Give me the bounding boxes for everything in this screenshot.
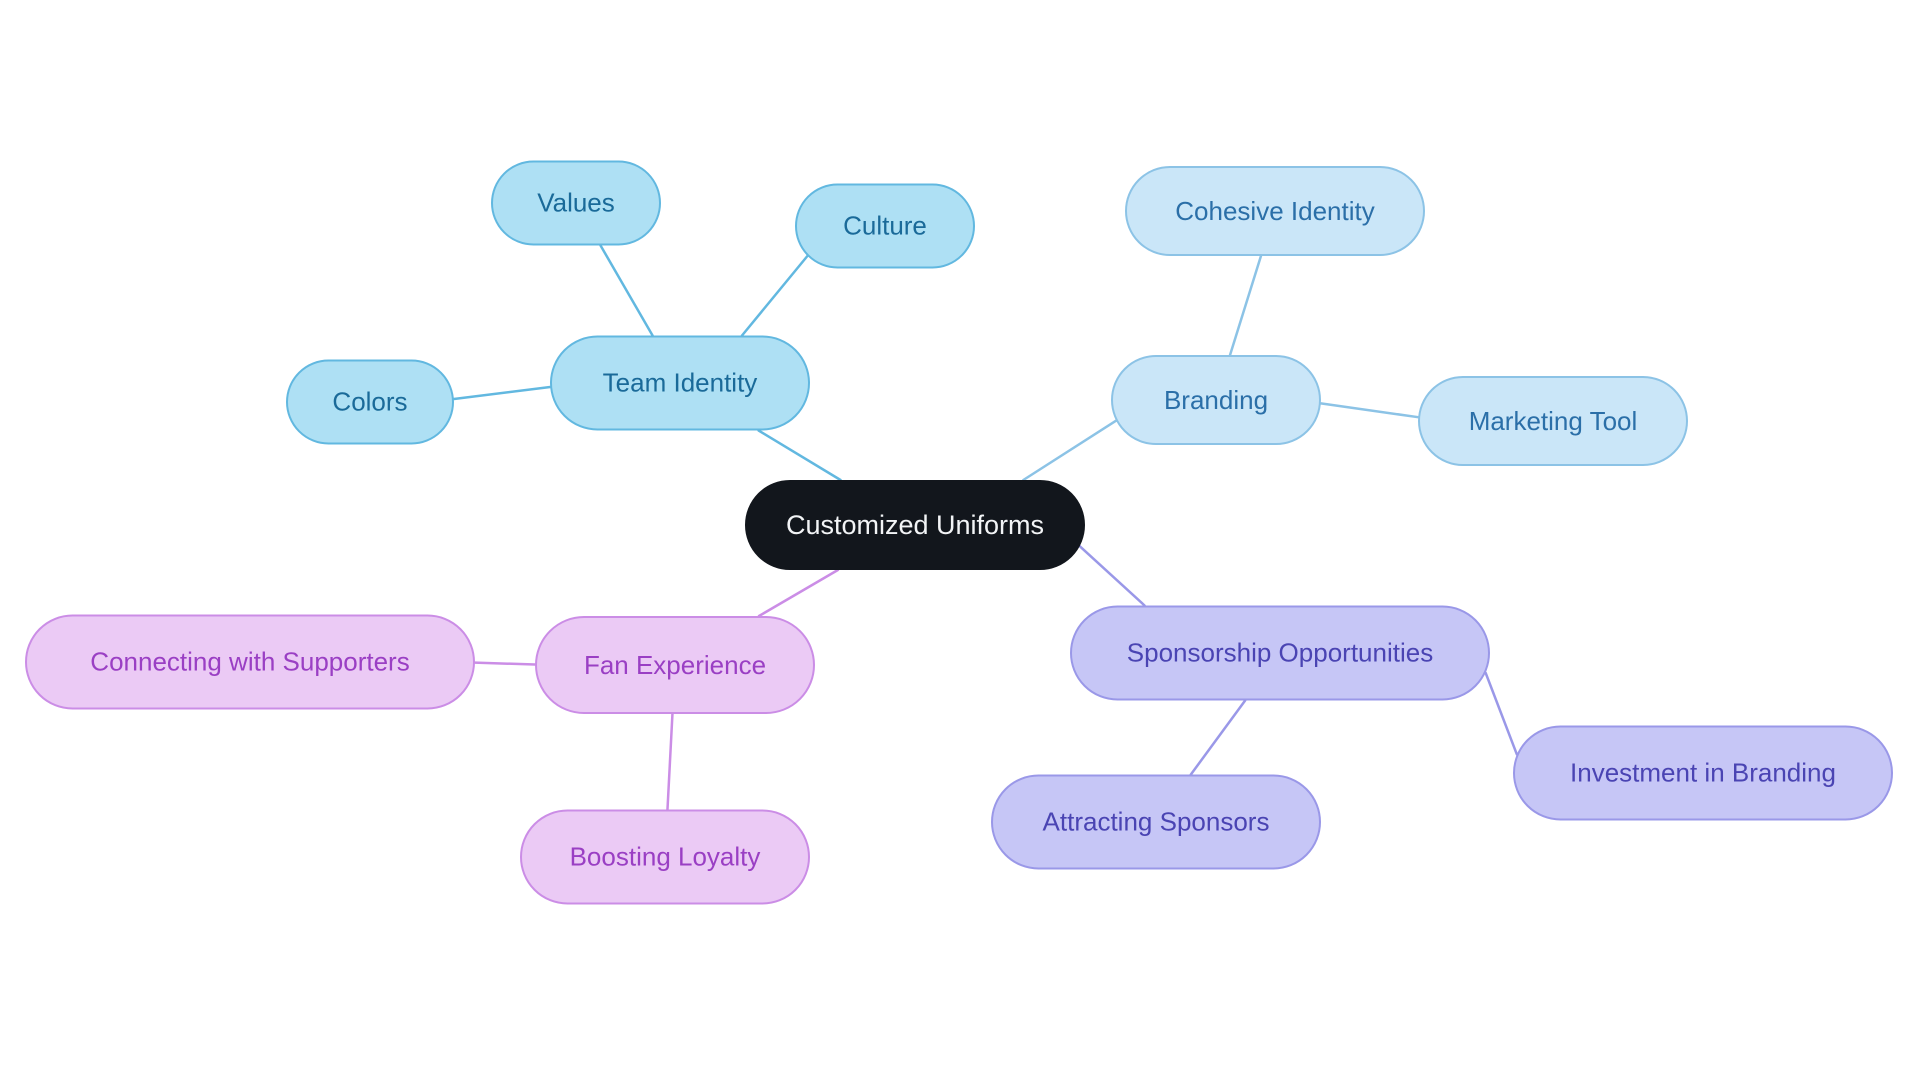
node-branding[interactable]: Branding bbox=[1111, 355, 1321, 445]
node-values-label: Values bbox=[537, 188, 615, 219]
node-values[interactable]: Values bbox=[491, 161, 661, 246]
mindmap-canvas: Customized Uniforms Team Identity Values… bbox=[0, 0, 1920, 1083]
node-sponsorship-opportunities[interactable]: Sponsorship Opportunities bbox=[1070, 606, 1490, 701]
node-branding-label: Branding bbox=[1164, 385, 1268, 416]
node-team-identity[interactable]: Team Identity bbox=[550, 336, 810, 431]
node-connecting-supporters-label: Connecting with Supporters bbox=[90, 647, 409, 678]
node-fan-experience[interactable]: Fan Experience bbox=[535, 616, 815, 714]
node-team-identity-label: Team Identity bbox=[603, 368, 758, 399]
node-fan-experience-label: Fan Experience bbox=[584, 650, 766, 681]
node-colors-label: Colors bbox=[332, 387, 407, 418]
node-culture-label: Culture bbox=[843, 211, 927, 242]
node-root-label: Customized Uniforms bbox=[786, 510, 1044, 541]
node-marketing-tool[interactable]: Marketing Tool bbox=[1418, 376, 1688, 466]
node-marketing-tool-label: Marketing Tool bbox=[1469, 406, 1638, 437]
node-culture[interactable]: Culture bbox=[795, 184, 975, 269]
node-colors[interactable]: Colors bbox=[286, 360, 454, 445]
node-attracting-sponsors[interactable]: Attracting Sponsors bbox=[991, 775, 1321, 870]
node-cohesive-identity-label: Cohesive Identity bbox=[1175, 196, 1374, 227]
node-boosting-loyalty-label: Boosting Loyalty bbox=[570, 842, 761, 873]
node-boosting-loyalty[interactable]: Boosting Loyalty bbox=[520, 810, 810, 905]
node-cohesive-identity[interactable]: Cohesive Identity bbox=[1125, 166, 1425, 256]
node-root[interactable]: Customized Uniforms bbox=[745, 480, 1085, 570]
node-sponsorship-opportunities-label: Sponsorship Opportunities bbox=[1127, 638, 1433, 669]
node-investment-branding-label: Investment in Branding bbox=[1570, 758, 1836, 789]
node-attracting-sponsors-label: Attracting Sponsors bbox=[1043, 807, 1270, 838]
node-connecting-supporters[interactable]: Connecting with Supporters bbox=[25, 615, 475, 710]
node-investment-branding[interactable]: Investment in Branding bbox=[1513, 726, 1893, 821]
